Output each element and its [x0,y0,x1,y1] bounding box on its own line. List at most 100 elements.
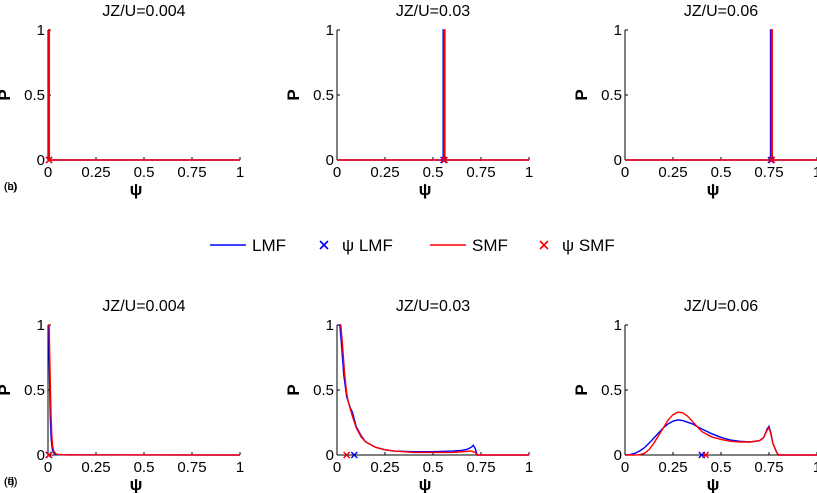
chart-title: JZ/U=0.004 [102,298,185,315]
psi-marker-2 [45,156,53,164]
x-tick-label: 0 [621,459,629,476]
x-tick-label: 0.25 [81,164,110,181]
y-axis-label: P [572,384,591,395]
legend-item-2: ψ LMF [319,236,393,255]
x-tick-label: 0 [44,164,52,181]
y-tick-label: 1 [37,22,45,39]
x-tick-label: 0.75 [177,459,206,476]
y-tick-label: 0 [37,447,45,464]
chart-title: JZ/U=0.06 [684,3,758,20]
legend-label: LMF [252,236,286,255]
x-tick-label: 1 [236,164,244,181]
x-tick-label: 0 [44,459,52,476]
y-tick-label: 1 [614,317,622,334]
y-tick-label: 0 [326,152,334,169]
panel-tag: (b) [4,181,17,193]
series-line-2 [337,29,529,161]
y-axis-label: P [284,384,303,395]
x-tick-label: 0.25 [658,459,687,476]
y-tick-label: 0 [37,152,45,169]
y-tick-label: 0.5 [313,87,334,104]
panel-tag: (a) [4,181,17,193]
x-tick-label: 0.75 [466,164,495,181]
panel-tag: (f) [4,476,14,488]
y-tick-label: 0.5 [601,382,622,399]
x-tick-label: 0.5 [423,459,444,476]
panel-tag: (e) [4,476,17,488]
series-line-1 [48,324,240,456]
x-tick-label: 0 [621,164,629,181]
psi-marker-2 [702,451,710,459]
legend-label: ψ LMF [342,236,393,255]
series-line-2 [48,29,240,161]
x-tick-label: 0.5 [134,459,155,476]
series-line-2 [625,29,817,161]
x-tick-label: 0.75 [177,164,206,181]
y-tick-label: 0 [614,447,622,464]
chart-panel-4: JZ/U=0.004 0 0.25 0.5 0.75 1 0 0.5 1 ψ P (d) [0,298,244,493]
y-tick-label: 0.5 [313,382,334,399]
y-tick-label: 1 [326,317,334,334]
x-axis-label: ψ [419,475,432,493]
chart-panel-1: JZ/U=0.004 0 0.25 0.5 0.75 1 0 0.5 1 ψ P (a) [0,3,244,199]
marker-stroke [768,156,776,164]
series-line-1 [625,29,817,161]
chart-panel-3: JZ/U=0.06 0 0.25 0.5 0.75 1 0 0.5 1 ψ P (c) [4,3,817,199]
series-line-2 [338,324,529,456]
y-tick-label: 1 [37,317,45,334]
x-tick-label: 1 [525,164,533,181]
psi-marker-1 [350,451,358,459]
series-line-1 [337,29,529,161]
x-axis-label: ψ [419,180,432,199]
chart-title: JZ/U=0.03 [396,298,470,315]
x-tick-label: 1 [813,459,817,476]
marker-stroke [350,451,358,459]
legend-label: SMF [472,236,508,255]
legend-item-1: LMF [210,236,286,255]
x-axis-label: ψ [130,180,143,199]
x-tick-label: 1 [236,459,244,476]
psi-marker-2 [441,156,449,164]
chart-title: JZ/U=0.06 [684,298,758,315]
y-axis-label: P [0,89,14,100]
panel-tag: (c) [4,181,17,193]
chart-panel-2: JZ/U=0.03 0 0.25 0.5 0.75 1 0 0.5 1 ψ P (b) [4,3,533,199]
marker-stroke [45,156,53,164]
x-tick-label: 0.25 [81,459,110,476]
y-tick-label: 1 [614,22,622,39]
marker-stroke [702,451,710,459]
series-line-2 [625,411,817,456]
series-line-2 [48,324,240,456]
y-tick-label: 0 [326,447,334,464]
x-tick-label: 0 [333,164,341,181]
x-tick-label: 0.75 [754,459,783,476]
psi-marker-2 [45,451,53,459]
y-tick-label: 0.5 [601,87,622,104]
psi-marker-2 [768,156,776,164]
series-line-1 [337,324,529,456]
legend-cross-swatch [319,240,329,250]
psi-marker-2 [343,451,351,459]
y-tick-label: 0 [614,152,622,169]
x-axis-label: ψ [707,180,720,199]
x-tick-label: 0.75 [466,459,495,476]
y-tick-label: 0.5 [24,87,45,104]
x-tick-label: 1 [813,164,817,181]
chart-panel-6: JZ/U=0.06 0 0.25 0.5 0.75 1 0 0.5 1 ψ P (f) [4,298,817,493]
series-line-1 [625,419,817,456]
y-axis-label: P [0,384,14,395]
x-tick-label: 0 [333,459,341,476]
x-tick-label: 0.25 [658,164,687,181]
x-tick-label: 0.5 [711,164,732,181]
x-tick-label: 0.5 [423,164,444,181]
y-axis-label: P [284,89,303,100]
x-tick-label: 0.75 [754,164,783,181]
y-tick-label: 0.5 [24,382,45,399]
x-tick-label: 0.25 [370,164,399,181]
marker-stroke [441,156,449,164]
x-tick-label: 1 [525,459,533,476]
x-axis-label: ψ [130,475,143,493]
chart-panel-5: JZ/U=0.03 0 0.25 0.5 0.75 1 0 0.5 1 ψ P (e) [4,298,533,493]
x-axis-label: ψ [707,475,720,493]
marker-stroke [45,451,53,459]
